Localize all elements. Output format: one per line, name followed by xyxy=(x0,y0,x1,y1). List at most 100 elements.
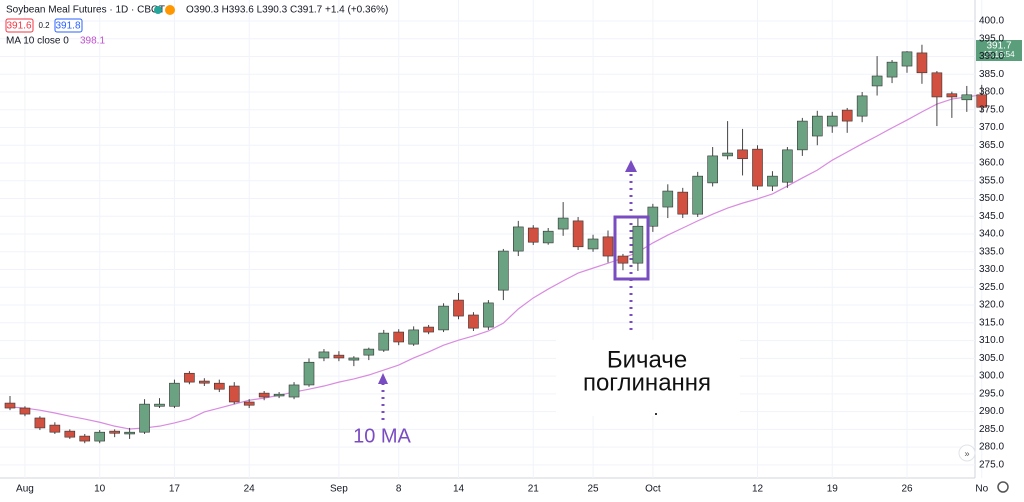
y-tick-label: 390.0 xyxy=(979,51,1004,62)
y-tick-label: 275.0 xyxy=(979,460,1004,471)
y-tick-label: 360.0 xyxy=(979,158,1004,169)
candle-body xyxy=(408,329,419,345)
candle-body xyxy=(318,351,330,359)
candle-body xyxy=(124,431,135,435)
price-tag xyxy=(976,40,1022,61)
candle-body xyxy=(94,431,105,442)
annotation: поглинання xyxy=(583,369,711,396)
candle-body xyxy=(542,230,554,244)
price-tag-time: 15:16:54 xyxy=(983,50,1015,59)
y-tick-label: 330.0 xyxy=(979,264,1004,275)
ask: 391.8 xyxy=(55,21,80,32)
candle-body xyxy=(139,403,150,433)
x-tick-label: 14 xyxy=(453,484,465,495)
candle-body xyxy=(49,424,61,433)
y-tick-label: 385.0 xyxy=(979,69,1004,80)
bid-box xyxy=(5,18,34,33)
y-tick-label: 370.0 xyxy=(979,122,1004,133)
candle-body xyxy=(662,190,674,208)
candle-body xyxy=(811,115,823,137)
delay-badge xyxy=(165,5,175,15)
candle-body xyxy=(886,61,898,78)
candle-body xyxy=(782,149,793,183)
candle-body xyxy=(363,348,375,356)
y-tick-label: 305.0 xyxy=(979,353,1004,364)
plot xyxy=(0,0,988,478)
scroll-icon[interactable]: » xyxy=(964,448,969,458)
candle-body xyxy=(527,227,539,243)
y-tick-label: 285.0 xyxy=(979,424,1004,435)
candle-body xyxy=(333,354,345,359)
candle-body xyxy=(258,392,270,398)
candle-body xyxy=(273,393,285,397)
candle-body xyxy=(722,152,733,157)
y-tick-label: 320.0 xyxy=(979,300,1004,311)
candle-body xyxy=(79,435,91,442)
candle-body xyxy=(169,382,180,407)
x-tick-label: 26 xyxy=(901,484,913,495)
candle-body xyxy=(378,332,390,351)
candle-body xyxy=(483,302,494,328)
x-tick-label: 21 xyxy=(528,484,540,495)
price-tag-value: 391.7 xyxy=(986,41,1011,52)
candle-body xyxy=(303,361,315,386)
x-tick-label: 10 xyxy=(94,484,106,495)
candle-body xyxy=(617,255,629,264)
y-tick-label: 400.0 xyxy=(979,16,1004,27)
candle-body xyxy=(423,326,434,333)
y-tick-label: 280.0 xyxy=(979,442,1004,453)
candle-body xyxy=(288,384,300,398)
candle-body xyxy=(348,357,360,361)
candle-body xyxy=(34,417,46,429)
x-tick-label: No xyxy=(975,484,988,495)
x-tick-label: Sep xyxy=(330,484,348,495)
x-tick-label: 12 xyxy=(752,484,764,495)
y-tick-label: 310.0 xyxy=(979,335,1004,346)
spread: 0.2 xyxy=(38,21,50,30)
chart-title: Soybean Meal Futures · 1D · CBOT xyxy=(6,5,165,16)
candle-body xyxy=(199,380,210,384)
annotation: 10 MA xyxy=(353,425,411,447)
x-tick-label: Aug xyxy=(16,484,34,495)
candle-body xyxy=(767,175,778,187)
candle-body xyxy=(498,250,509,291)
y-tick-label: 365.0 xyxy=(979,140,1004,151)
candle-body xyxy=(797,120,808,151)
y-tick-label: 375.0 xyxy=(979,104,1004,115)
y-tick-label: 345.0 xyxy=(979,211,1004,222)
ask-box xyxy=(54,18,83,33)
candle-body xyxy=(587,238,599,250)
candle-body xyxy=(468,314,479,329)
candle-body xyxy=(184,372,195,383)
settings-button[interactable] xyxy=(997,481,1009,493)
candle-body xyxy=(841,109,853,122)
x-tick-label: 17 xyxy=(169,484,181,495)
ma-line xyxy=(9,94,982,430)
candle-body xyxy=(4,402,16,409)
candle-body xyxy=(632,225,644,264)
y-tick-label: 395.0 xyxy=(979,33,1004,44)
candle-body xyxy=(707,155,718,184)
candle-body xyxy=(931,72,943,98)
candle-body xyxy=(692,175,704,215)
candle-body xyxy=(901,51,913,67)
y-tick-label: 335.0 xyxy=(979,246,1004,257)
status-dot xyxy=(154,6,162,14)
candle-body xyxy=(826,115,838,127)
ma-value: 398.1 xyxy=(80,36,105,47)
y-tick-label: 350.0 xyxy=(979,193,1004,204)
candle-body xyxy=(752,148,763,187)
candle-body xyxy=(602,236,614,257)
candle-body xyxy=(64,430,76,438)
y-tick-label: 315.0 xyxy=(979,317,1004,328)
candle-body xyxy=(228,385,240,403)
bid: 391.6 xyxy=(6,21,31,32)
candle-body xyxy=(154,403,165,407)
candle-body xyxy=(677,191,689,215)
scroll-button[interactable] xyxy=(958,444,976,462)
candle-body xyxy=(737,149,748,160)
y-tick-label: 380.0 xyxy=(979,87,1004,98)
candle-body xyxy=(871,75,883,87)
annotation: Бичаче xyxy=(607,346,687,373)
